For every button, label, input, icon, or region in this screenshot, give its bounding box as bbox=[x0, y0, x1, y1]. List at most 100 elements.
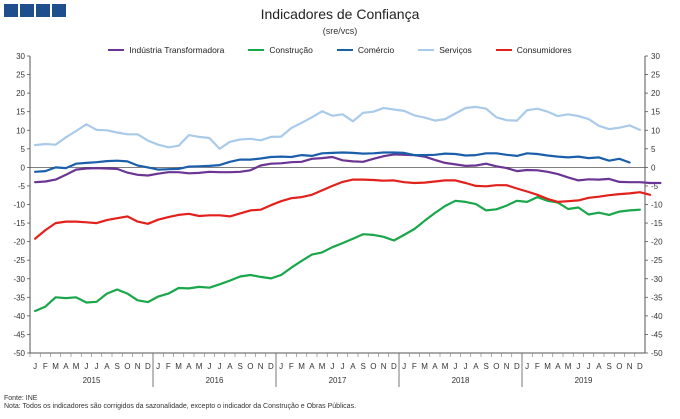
month-label: M bbox=[442, 362, 449, 371]
legend-swatch bbox=[108, 49, 125, 51]
month-label: O bbox=[616, 362, 622, 371]
year-label: 2019 bbox=[575, 376, 593, 385]
year-label: 2016 bbox=[206, 376, 224, 385]
legend-label: Consumidores bbox=[516, 45, 572, 55]
series-line-construcao bbox=[33, 196, 642, 313]
month-label: O bbox=[124, 362, 130, 371]
month-label: A bbox=[432, 362, 438, 371]
y-tick-label: 10 bbox=[16, 126, 25, 135]
month-label: M bbox=[319, 362, 326, 371]
y-tick-label: -20 bbox=[651, 238, 663, 247]
y-tick-label: 30 bbox=[651, 52, 660, 61]
month-label: A bbox=[227, 362, 233, 371]
y-tick-label: -35 bbox=[13, 293, 25, 302]
legend-swatch bbox=[336, 49, 353, 51]
month-label: J bbox=[453, 362, 457, 371]
month-label: D bbox=[391, 362, 397, 371]
month-label: S bbox=[114, 362, 119, 371]
y-tick-label: 15 bbox=[16, 108, 25, 117]
year-label: 2015 bbox=[83, 376, 101, 385]
month-label: D bbox=[637, 362, 643, 371]
y-tick-label: -25 bbox=[13, 256, 25, 265]
month-label: M bbox=[52, 362, 59, 371]
y-tick-label: -20 bbox=[13, 238, 25, 247]
month-label: J bbox=[576, 362, 580, 371]
month-label: F bbox=[43, 362, 48, 371]
month-label: J bbox=[464, 362, 468, 371]
y-tick-label: 15 bbox=[651, 108, 660, 117]
y-tick-label: 5 bbox=[651, 145, 656, 154]
month-label: M bbox=[565, 362, 572, 371]
month-label: A bbox=[473, 362, 479, 371]
month-label: J bbox=[402, 362, 406, 371]
y-tick-label: -25 bbox=[651, 256, 663, 265]
month-label: M bbox=[175, 362, 182, 371]
source-note: Fonte: INE bbox=[4, 395, 38, 402]
month-label: M bbox=[298, 362, 305, 371]
y-tick-label: 30 bbox=[16, 52, 25, 61]
month-label: N bbox=[135, 362, 141, 371]
legend-swatch bbox=[495, 49, 512, 51]
month-label: A bbox=[104, 362, 110, 371]
legend-label: Serviços bbox=[439, 45, 472, 55]
legend-label: Comércio bbox=[357, 45, 395, 55]
month-label: J bbox=[84, 362, 88, 371]
series-line-industria-transformadora bbox=[33, 153, 662, 185]
legend-swatch bbox=[248, 49, 265, 51]
legend-item: Construção bbox=[248, 45, 313, 55]
month-label: S bbox=[483, 362, 488, 371]
y-tick-label: 25 bbox=[651, 71, 660, 80]
month-label: J bbox=[330, 362, 334, 371]
month-label: F bbox=[166, 362, 171, 371]
y-tick-label: -30 bbox=[651, 275, 663, 284]
month-label: F bbox=[535, 362, 540, 371]
month-label: A bbox=[309, 362, 315, 371]
legend-item: Consumidores bbox=[495, 45, 572, 55]
y-tick-label: -5 bbox=[18, 182, 26, 191]
logo-square bbox=[52, 4, 66, 17]
month-label: S bbox=[360, 362, 365, 371]
y-tick-label: -40 bbox=[651, 312, 663, 321]
logo-square bbox=[36, 4, 50, 17]
y-tick-label: -45 bbox=[651, 330, 663, 339]
month-label: J bbox=[207, 362, 211, 371]
y-tick-label: 0 bbox=[21, 163, 26, 172]
y-tick-label: 5 bbox=[21, 145, 26, 154]
month-label: F bbox=[289, 362, 294, 371]
y-tick-label: -10 bbox=[13, 201, 25, 210]
month-label: J bbox=[33, 362, 37, 371]
y-tick-label: -15 bbox=[651, 219, 663, 228]
month-label: M bbox=[73, 362, 80, 371]
month-label: J bbox=[525, 362, 529, 371]
month-label: D bbox=[514, 362, 520, 371]
y-tick-label: 20 bbox=[651, 89, 660, 98]
month-label: J bbox=[95, 362, 99, 371]
month-label: N bbox=[258, 362, 264, 371]
month-label: D bbox=[268, 362, 274, 371]
legend-item: Comércio bbox=[336, 45, 395, 55]
month-label: S bbox=[606, 362, 611, 371]
y-tick-label: -40 bbox=[13, 312, 25, 321]
month-label: J bbox=[156, 362, 160, 371]
chart-legend: Indústria Transformadora Construção Comérc… bbox=[0, 45, 680, 55]
logo-square bbox=[4, 4, 18, 17]
legend-item: Indústria Transformadora bbox=[108, 45, 224, 55]
y-tick-label: 20 bbox=[16, 89, 25, 98]
month-label: A bbox=[186, 362, 192, 371]
legend-swatch bbox=[418, 49, 435, 51]
month-label: J bbox=[279, 362, 283, 371]
y-tick-label: -50 bbox=[651, 349, 663, 358]
month-label: D bbox=[145, 362, 151, 371]
chart-subtitle: (sre/vcs) bbox=[322, 26, 358, 36]
month-label: J bbox=[587, 362, 591, 371]
y-tick-label: 0 bbox=[651, 163, 656, 172]
y-tick-label: -45 bbox=[13, 330, 25, 339]
month-label: O bbox=[370, 362, 376, 371]
month-label: M bbox=[196, 362, 203, 371]
month-label: A bbox=[63, 362, 69, 371]
logo-square bbox=[20, 4, 34, 17]
y-tick-label: -15 bbox=[13, 219, 25, 228]
month-label: N bbox=[381, 362, 387, 371]
month-label: A bbox=[555, 362, 561, 371]
